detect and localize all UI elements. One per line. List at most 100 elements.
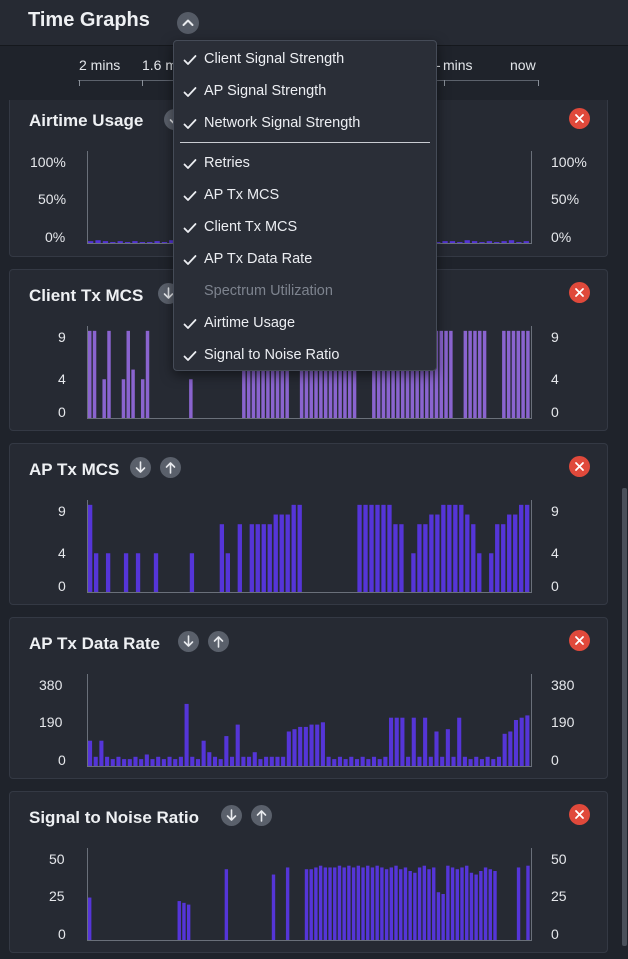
y-tick-label-left: 4 — [58, 545, 66, 561]
chart-bar — [309, 869, 313, 940]
menu-item-ap-tx-data-rate[interactable]: AP Tx Data Rate — [174, 245, 436, 275]
chart-bar — [444, 330, 448, 418]
chart-bar — [429, 330, 434, 418]
chart-bar — [491, 759, 496, 766]
chart-bar — [459, 504, 464, 592]
remove-graph-button[interactable] — [569, 456, 590, 477]
chart-bar — [121, 379, 126, 418]
chart-bar — [195, 759, 200, 766]
menu-item-ap-tx-mcs[interactable]: AP Tx MCS — [174, 181, 436, 211]
chart-bar — [371, 756, 377, 766]
chart-bar — [123, 553, 129, 592]
chart-bar — [275, 330, 280, 418]
chart-bar — [309, 724, 314, 766]
chart-bar — [507, 514, 512, 592]
close-icon — [575, 114, 584, 123]
scrollbar[interactable] — [622, 488, 627, 946]
y-tick-label-right: 0 — [551, 404, 559, 420]
chart-bar — [105, 553, 111, 592]
y-tick-label-right: 9 — [551, 329, 559, 345]
remove-graph-button[interactable] — [569, 282, 590, 303]
move-down-button[interactable] — [178, 631, 199, 652]
chart-bar — [361, 867, 365, 940]
close-icon — [575, 636, 584, 645]
menu-item-retries[interactable]: Retries — [174, 149, 436, 179]
chart-bar — [523, 241, 529, 243]
move-down-button[interactable] — [130, 457, 151, 478]
time-tick-label: now — [510, 57, 536, 73]
chart-bar — [469, 872, 474, 940]
chart-bar — [139, 242, 145, 243]
chart-bar — [261, 330, 265, 418]
chart-bar — [95, 240, 101, 243]
menu-item-client-signal-strength[interactable]: Client Signal Strength — [174, 45, 436, 75]
menu-item-label: AP Tx Data Rate — [204, 251, 313, 267]
chart-bar — [251, 330, 256, 418]
chart-bar — [381, 330, 386, 418]
chart-bar — [477, 553, 482, 592]
chart-bar — [389, 867, 394, 940]
y-tick-label-left: 9 — [58, 503, 66, 519]
chart-bar — [366, 759, 371, 766]
chart-bar — [298, 726, 303, 766]
chart-bar — [281, 756, 286, 766]
collapse-button[interactable] — [177, 12, 199, 34]
chart-bar — [400, 717, 405, 766]
chart-bar — [186, 904, 191, 940]
menu-item-airtime-usage[interactable]: Airtime Usage — [174, 309, 436, 339]
chart-bar — [482, 330, 487, 418]
close-icon — [575, 288, 584, 297]
chart-bar — [279, 514, 284, 592]
remove-graph-button[interactable] — [569, 804, 590, 825]
chart-bar — [126, 330, 130, 418]
y-tick-label-right: 0 — [551, 926, 559, 942]
chart-bar — [434, 731, 439, 766]
chart-bar — [391, 330, 395, 418]
chart-bar — [457, 242, 463, 243]
chart-bar — [145, 330, 150, 418]
arrow-up-icon — [256, 810, 267, 822]
chart-bar — [369, 504, 374, 592]
chart-bar — [423, 524, 428, 592]
chart-bar — [285, 867, 290, 940]
chart-bar — [309, 330, 313, 418]
chart-bar — [396, 330, 400, 418]
chart-bar — [93, 756, 98, 766]
chart-bar — [122, 759, 127, 766]
chart-bar — [356, 865, 361, 940]
menu-item-client-tx-mcs[interactable]: Client Tx MCS — [174, 213, 436, 243]
chart-svg — [87, 674, 532, 767]
y-tick-label-right: 190 — [551, 714, 575, 730]
arrow-down-icon — [163, 287, 174, 299]
chart-bar — [429, 514, 434, 592]
move-down-button[interactable] — [221, 805, 242, 826]
menu-item-signal-to-noise-ratio[interactable]: Signal to Noise Ratio — [174, 341, 436, 371]
chart-bar — [182, 902, 186, 940]
chart-bar — [465, 514, 470, 592]
chart-bar — [285, 330, 289, 418]
chart-bar — [411, 553, 416, 592]
remove-graph-button[interactable] — [569, 630, 590, 651]
graph-card-ap-tx-data-rate: AP Tx Data Rate 380 190 0 380 190 0 — [9, 617, 608, 779]
move-up-button[interactable] — [160, 457, 181, 478]
chart-bar — [384, 869, 389, 940]
chart-bar — [502, 330, 506, 418]
chart-bar — [110, 242, 116, 243]
time-tick-mark — [538, 80, 539, 86]
y-tick-label-left: 0 — [58, 404, 66, 420]
remove-graph-button[interactable] — [569, 108, 590, 129]
move-up-button[interactable] — [251, 805, 272, 826]
menu-item-network-signal-strength[interactable]: Network Signal Strength — [174, 109, 436, 139]
chart-bar — [333, 867, 337, 940]
chart-bar — [190, 756, 195, 766]
chart-bar — [451, 756, 456, 766]
chart-bar — [441, 894, 445, 940]
chart-bar — [224, 736, 229, 766]
chart-bar — [473, 330, 477, 418]
chart-bar — [415, 330, 419, 418]
move-up-button[interactable] — [208, 631, 229, 652]
menu-item-ap-signal-strength[interactable]: AP Signal Strength — [174, 77, 436, 107]
chart-bar — [406, 756, 411, 766]
chart-bar — [357, 504, 362, 592]
chart-bar — [102, 241, 109, 243]
